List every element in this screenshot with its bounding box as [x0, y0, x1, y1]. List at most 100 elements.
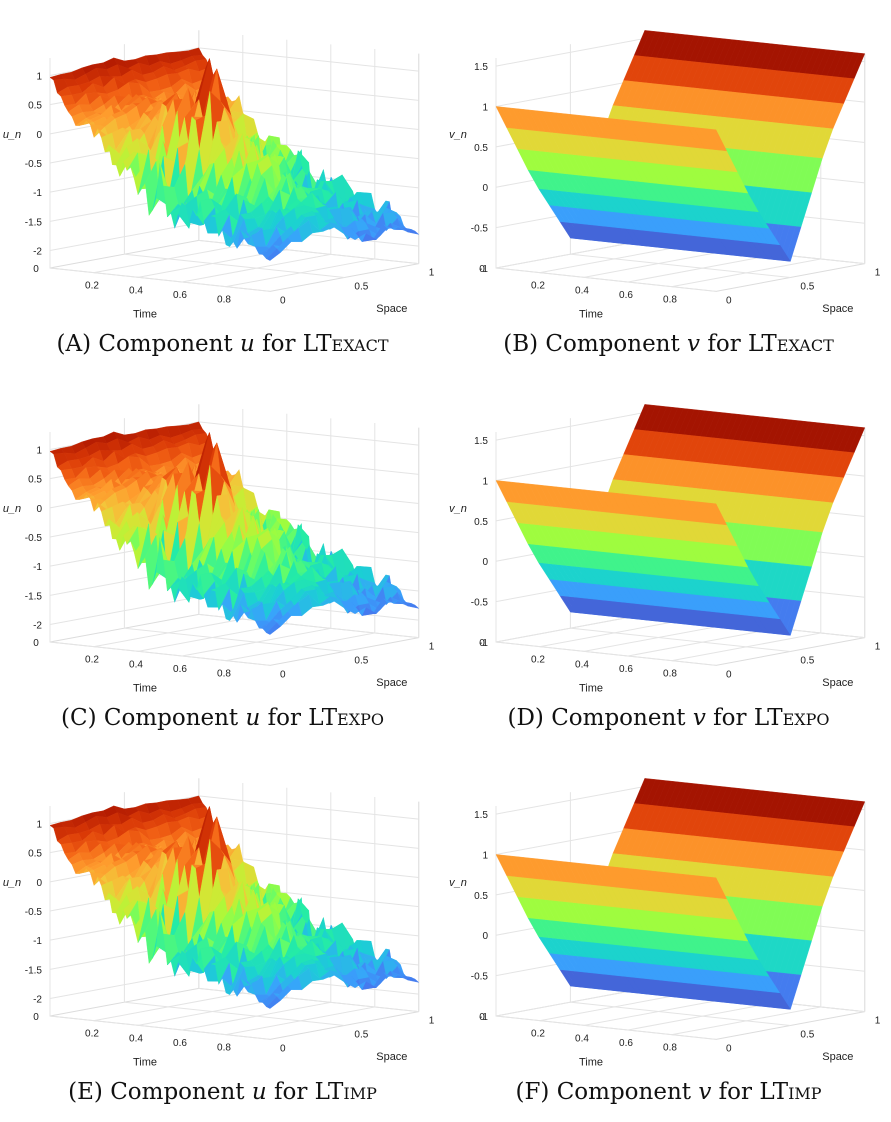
z-tick-label: -0.5 — [25, 159, 43, 170]
surface — [495, 30, 866, 262]
x-tick-label: 0.8 — [217, 669, 231, 680]
z-axis-label: v_n — [449, 877, 467, 889]
caption-e: (E) Component u for LTimp — [68, 1079, 377, 1105]
caption-method-prefix: LT — [308, 705, 338, 731]
panel-f: 1.5 1 0.5 0 -0.5 -1 0.2 0.4 0.6 0.8 0 0 0.5 1 Time Spac… — [446, 748, 891, 1122]
y-tick-label: 0 — [726, 1043, 732, 1054]
z-tick-label: 0.5 — [28, 475, 42, 486]
z-tick-label: 1.5 — [474, 62, 488, 73]
x-axis-label: Time — [579, 309, 603, 321]
z-tick-label: -0.5 — [471, 972, 489, 983]
x-axis-label: Time — [133, 1057, 157, 1069]
x-origin-label: 0 — [479, 1012, 485, 1023]
caption-letter: C — [69, 705, 88, 731]
x-tick-label: 0.4 — [575, 659, 589, 670]
z-tick-label: -0.5 — [25, 533, 43, 544]
surface-facet — [710, 502, 727, 526]
z-tick-label: 1 — [482, 476, 488, 487]
y-gridline — [495, 806, 717, 1040]
caption-variable: u — [251, 1079, 267, 1105]
surface-facet — [265, 622, 281, 635]
y-gridline — [495, 58, 717, 292]
caption-method-suffix: exact — [776, 331, 834, 357]
z-tick-label: -1 — [479, 264, 488, 275]
caption-letter: D — [516, 705, 535, 731]
x-tick-label: 0.8 — [663, 295, 677, 306]
z-tick-label: 1.5 — [474, 810, 488, 821]
x-axis-label: Time — [579, 1057, 603, 1069]
surface-plot-f: 1.5 1 0.5 0 -0.5 -1 0.2 0.4 0.6 0.8 0 0 0.5 1 Time Spac… — [449, 778, 881, 1069]
z-tick-label: -0.5 — [25, 907, 43, 918]
x-tick-label: 0.4 — [575, 1033, 589, 1044]
y-tick-label: 0.5 — [354, 1029, 368, 1040]
caption-method-prefix: LT — [302, 331, 332, 357]
surface-plot-c: 1 0.5 0 -0.5 -1 -1.5 -2 0.2 0.4 0.6 0.8 0 0 0.5 1 Time S… — [3, 404, 435, 695]
caption-letter: B — [512, 331, 530, 357]
z-tick-label: 0.5 — [474, 891, 488, 902]
y-tick-label: 0.5 — [800, 1029, 814, 1040]
surface-facet — [265, 248, 281, 261]
z-tick-label: 0 — [482, 183, 488, 194]
x-tick-label: 0.6 — [173, 1038, 187, 1049]
x-tick-label: 0.2 — [531, 655, 545, 666]
caption-method-prefix: LT — [753, 705, 783, 731]
z-tick-label: -1 — [479, 1012, 488, 1023]
caption-a: (A) Component u for LTexact — [56, 331, 389, 357]
x-tick-label: 0.6 — [173, 290, 187, 301]
x-tick-label: 0.6 — [619, 664, 633, 675]
y-gridline — [49, 58, 271, 292]
y-tick-label: 0 — [280, 669, 286, 680]
z-tick-label: 0.5 — [474, 143, 488, 154]
z-tick-label: -1 — [479, 638, 488, 649]
x-tick-label: 0.8 — [217, 295, 231, 306]
z-tick-label: 0 — [36, 130, 42, 141]
surface — [49, 47, 420, 261]
x-origin-label: 0 — [479, 264, 485, 275]
caption-method-suffix: exact — [331, 331, 389, 357]
z-axis-label: u_n — [3, 503, 21, 515]
z-axis-label: v_n — [449, 503, 467, 515]
surface — [495, 404, 866, 636]
z-tick-label: -0.5 — [471, 598, 489, 609]
caption-variable: u — [245, 705, 261, 731]
y-tick-label: 0 — [280, 295, 286, 306]
z-axis-label: u_n — [3, 877, 21, 889]
z-tick-label: 0 — [36, 878, 42, 889]
z-tick-label: -1 — [33, 188, 42, 199]
x-tick-label: 0.2 — [531, 281, 545, 292]
caption-variable: v — [687, 331, 701, 357]
x-axis-label: Time — [133, 683, 157, 695]
y-tick-label: 0 — [726, 669, 732, 680]
surface-facet — [710, 128, 727, 152]
surface-facet — [265, 996, 281, 1009]
y-tick-label: 0.5 — [354, 281, 368, 292]
x-tick-label: 0.4 — [129, 659, 143, 670]
y-tick-label: 1 — [429, 1016, 435, 1027]
z-tick-label: -1.5 — [25, 965, 43, 976]
x-tick-label: 0.8 — [663, 669, 677, 680]
surface-facet — [710, 876, 727, 900]
y-axis-label: Space — [376, 677, 407, 689]
z-tick-label: -1 — [33, 936, 42, 947]
z-tick-label: -1.5 — [25, 591, 43, 602]
x-tick-label: 0.6 — [619, 290, 633, 301]
z-tick-label: 1 — [482, 102, 488, 113]
y-tick-label: 1 — [875, 268, 881, 279]
panel-b: 1.5 1 0.5 0 -0.5 -1 0.2 0.4 0.6 0.8 0 0 0.5 1 Time Spac… — [446, 0, 891, 374]
surface-plot-d: 1.5 1 0.5 0 -0.5 -1 0.2 0.4 0.6 0.8 0 0 0.5 1 Time Spac… — [449, 404, 881, 695]
y-axis-label: Space — [822, 303, 853, 315]
surface-plot-a: 1 0.5 0 -0.5 -1 -1.5 -2 0.2 0.4 0.6 0.8 0 0 0.5 1 Time S… — [3, 30, 435, 321]
z-tick-label: 0 — [482, 557, 488, 568]
x-tick-label: 0.2 — [85, 1029, 99, 1040]
x-origin-label: 0 — [33, 1012, 39, 1023]
y-tick-label: 1 — [429, 642, 435, 653]
caption-variable: u — [239, 331, 255, 357]
x-origin-label: 0 — [33, 638, 39, 649]
y-tick-label: 1 — [429, 268, 435, 279]
y-tick-label: 1 — [875, 1016, 881, 1027]
z-tick-label: -0.5 — [471, 224, 489, 235]
caption-variable: v — [698, 1079, 712, 1105]
y-tick-label: 1 — [875, 642, 881, 653]
y-gridline — [49, 432, 271, 666]
caption-method-suffix: expo — [337, 705, 384, 731]
